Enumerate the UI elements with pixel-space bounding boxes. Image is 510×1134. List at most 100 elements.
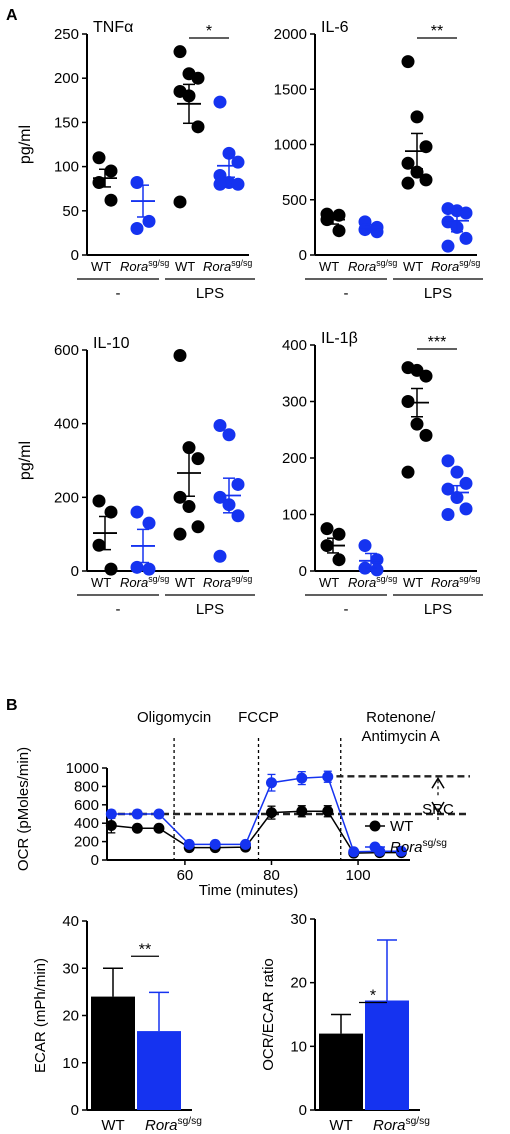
category-label: Rorasg/sg xyxy=(373,1116,430,1134)
group-label-wt: WT xyxy=(403,575,423,590)
lps-label: LPS xyxy=(424,285,452,302)
src-label: SRC xyxy=(422,801,454,818)
data-point xyxy=(142,214,156,228)
data-point xyxy=(459,476,473,490)
ctrl-label: - xyxy=(344,601,349,618)
panel-label-a: A xyxy=(6,7,18,24)
group-label-wt: WT xyxy=(175,259,195,274)
group-label-rora: Rorasg/sg xyxy=(431,574,480,590)
data-point xyxy=(104,164,118,178)
y-tick-label: 600 xyxy=(74,797,99,814)
plot-title: IL-10 xyxy=(93,335,130,352)
group-label-wt: WT xyxy=(319,259,339,274)
ecar-bar-chart: 0 10 20 30 40 ECAR (mPh/min) WT Rorasg/sg ** xyxy=(32,913,202,1134)
y-tick-label: 0 xyxy=(299,247,307,264)
y-tick-label: 2000 xyxy=(274,26,307,43)
lps-label: LPS xyxy=(196,601,224,618)
data-point xyxy=(104,562,118,576)
data-point xyxy=(92,494,106,508)
injection-label: Oligomycin xyxy=(137,709,211,726)
data-point xyxy=(401,55,415,69)
data-point xyxy=(173,527,187,541)
data-point xyxy=(401,395,415,408)
y-tick-label: 400 xyxy=(54,416,79,433)
data-point xyxy=(191,520,205,534)
data-point xyxy=(130,176,144,190)
data-point xyxy=(130,505,144,519)
src-arrow-head xyxy=(431,776,445,789)
y-tick-label: 1000 xyxy=(274,137,307,154)
plot-title: IL-6 xyxy=(321,19,349,36)
y-axis-title: pg/ml xyxy=(17,125,34,164)
data-point xyxy=(231,155,245,169)
data-point xyxy=(104,505,118,519)
bar xyxy=(365,1000,409,1110)
data-point xyxy=(401,465,415,479)
data-point xyxy=(231,177,245,191)
data-point xyxy=(441,508,455,521)
data-point xyxy=(191,452,205,466)
y-tick-label: 100 xyxy=(54,159,79,176)
series-point xyxy=(105,820,117,831)
bar xyxy=(137,1031,181,1110)
y-tick-label: 50 xyxy=(62,203,79,220)
data-point xyxy=(130,221,144,235)
y-axis-title: ECAR (mPh/min) xyxy=(32,958,49,1073)
dot-plot-2: 0 200 400 600 IL-10 pg/ml WT Rorasg/sg WT Rorasg/… xyxy=(17,335,255,618)
significance-marker: ** xyxy=(431,23,443,40)
injection-label: FCCP xyxy=(238,709,279,726)
data-point xyxy=(142,562,156,576)
significance-marker: * xyxy=(370,988,376,1005)
y-tick-label: 250 xyxy=(54,26,79,43)
legend-marker xyxy=(369,841,381,853)
y-tick-label: 600 xyxy=(54,342,79,359)
ocr-ecar-bar-chart: 0 10 20 30 OCR/ECAR ratio WT Rorasg/sg * xyxy=(260,911,430,1134)
dot-plot-0: 0 50 100 150 200 250 TNFα pg/ml WT Rorasg/sg WT Ror… xyxy=(17,19,255,302)
data-point xyxy=(222,428,236,442)
data-point xyxy=(213,490,227,504)
y-tick-label: 0 xyxy=(91,852,99,869)
data-point xyxy=(450,465,464,479)
category-label: WT xyxy=(101,1117,124,1134)
x-axis-title: Time (minutes) xyxy=(199,882,298,899)
series-point xyxy=(322,771,334,783)
series-point xyxy=(348,846,360,858)
data-point xyxy=(222,146,236,160)
panel-label-b: B xyxy=(6,697,18,714)
x-tick-label: 60 xyxy=(177,867,194,884)
significance-marker: ** xyxy=(139,941,151,958)
y-tick-label: 40 xyxy=(62,913,79,930)
src-arrow-head xyxy=(431,801,445,814)
group-label-rora: Rorasg/sg xyxy=(431,258,480,274)
data-point xyxy=(441,239,455,253)
x-tick-label: 100 xyxy=(346,867,371,884)
plot-title: TNFα xyxy=(93,19,133,36)
lps-label: LPS xyxy=(424,601,452,618)
y-tick-label: 0 xyxy=(71,1102,79,1119)
data-point xyxy=(104,193,118,207)
y-tick-label: 0 xyxy=(71,563,79,580)
y-tick-label: 500 xyxy=(282,192,307,209)
series-point xyxy=(296,805,308,817)
injection-label: Antimycin A xyxy=(362,728,440,745)
y-tick-label: 200 xyxy=(282,450,307,467)
bar xyxy=(319,1033,363,1110)
legend-label: WT xyxy=(390,818,413,835)
data-point xyxy=(213,419,227,433)
data-point xyxy=(92,151,106,165)
data-point xyxy=(401,156,415,170)
data-point xyxy=(320,522,334,536)
data-point xyxy=(213,549,227,563)
data-point xyxy=(231,509,245,523)
data-point xyxy=(370,553,384,567)
y-tick-label: 0 xyxy=(299,1102,307,1119)
legend-marker xyxy=(369,820,381,832)
data-point xyxy=(173,349,187,363)
data-point xyxy=(459,502,473,516)
data-point xyxy=(419,369,433,383)
data-point xyxy=(173,490,187,504)
category-label: WT xyxy=(329,1117,352,1134)
series-point xyxy=(240,838,252,850)
data-point xyxy=(419,173,433,187)
